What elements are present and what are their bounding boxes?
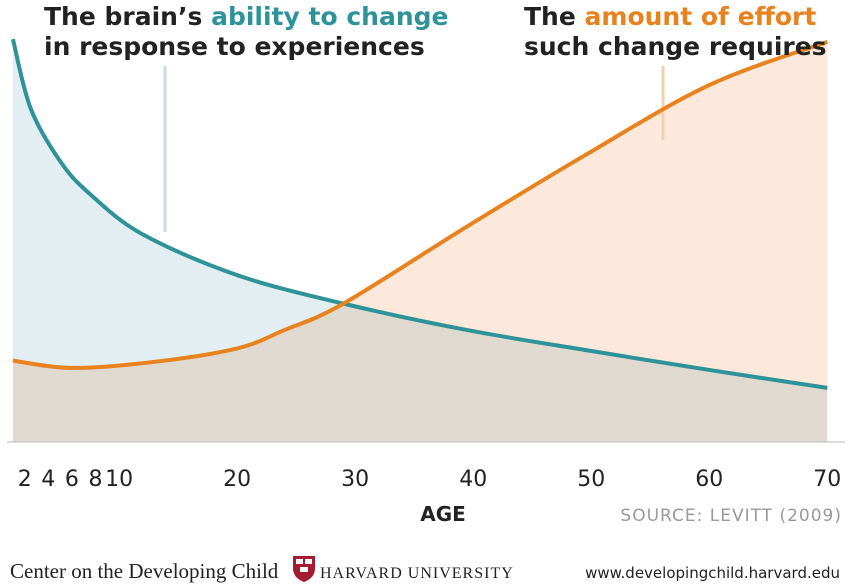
x-tick-label: 20 [223,467,251,492]
x-tick-label: 10 [105,467,133,492]
footer-url: www.developingchild.harvard.edu [585,564,840,582]
area [12,39,828,442]
line [10,38,828,390]
x-tick-label: 4 [41,467,55,492]
x-tick-label: 60 [695,467,723,492]
x-tick-label: 70 [813,467,841,492]
annotation: The amount of effort [524,2,816,31]
x-axis-label: AGE [420,502,466,526]
annotation-part: amount of effort [585,2,817,31]
source: SOURCE: LEVITT (2009) [620,506,842,526]
annotation: such change requires [524,32,827,61]
x-tick-label: 2 [18,467,32,492]
annotation: The brain’s ability to change [44,2,448,31]
area [12,41,828,442]
harvard-shield [293,556,315,582]
annotation-part: ability to change [211,2,448,31]
annotation-part: The [524,2,576,31]
annotation: in response to experiences [44,32,425,61]
x-tick-label: 8 [89,467,103,492]
annotation-part: The brain’s [44,2,202,31]
x-tick-label: 50 [577,467,605,492]
line [12,40,828,370]
x-tick-label: 6 [65,467,79,492]
footer-org: Center on the Developing Child [10,559,279,583]
x-tick-label: 30 [341,467,369,492]
areas [12,39,828,442]
footer-university: HARVARD UNIVERSITY [320,565,514,582]
lines [10,38,828,390]
x-tick-label: 40 [459,467,487,492]
